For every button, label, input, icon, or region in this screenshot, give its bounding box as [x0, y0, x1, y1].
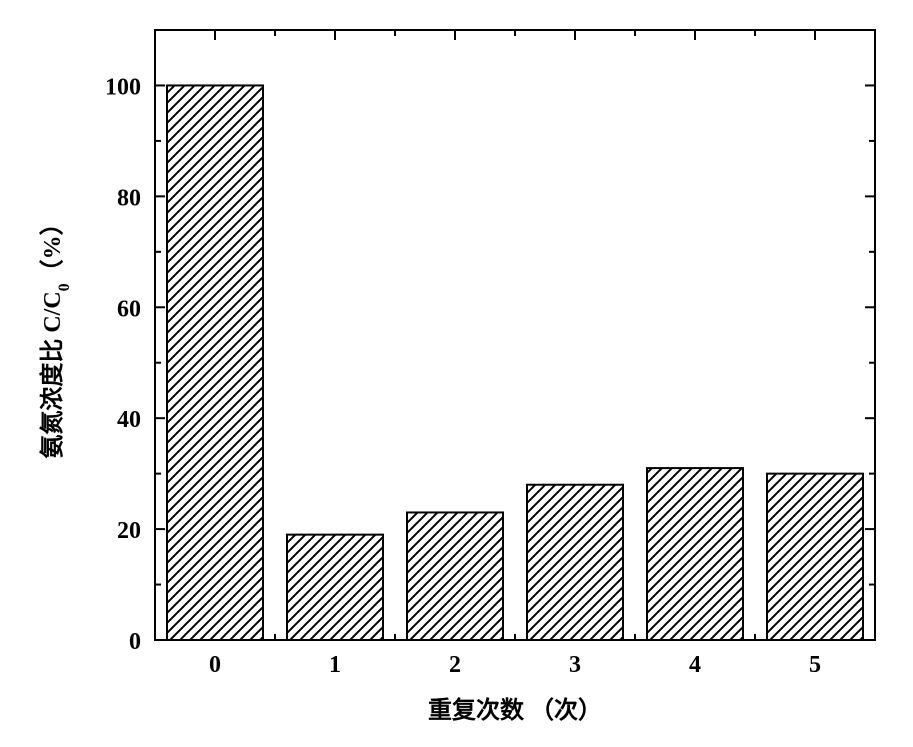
bar [767, 474, 863, 640]
bar-chart: 020406080100012345氨氮浓度比 C/C0（%）重复次数 （次） [0, 0, 913, 747]
x-tick-label: 4 [689, 652, 701, 678]
y-tick-label: 100 [105, 74, 141, 100]
x-axis-label: 重复次数 （次） [428, 697, 602, 724]
bar [287, 535, 383, 640]
x-tick-label: 1 [329, 652, 341, 678]
chart-svg: 020406080100012345氨氮浓度比 C/C0（%）重复次数 （次） [0, 0, 913, 747]
bar [647, 468, 743, 640]
y-tick-label: 20 [117, 518, 141, 544]
y-tick-label: 80 [117, 185, 141, 211]
x-tick-label: 2 [449, 652, 461, 678]
bar [527, 485, 623, 640]
bar [167, 85, 263, 640]
bar [407, 512, 503, 640]
x-tick-label: 0 [209, 652, 221, 678]
y-tick-label: 60 [117, 296, 141, 322]
y-tick-label: 0 [129, 629, 141, 655]
x-tick-label: 3 [569, 652, 581, 678]
x-tick-label: 5 [809, 652, 821, 678]
y-tick-label: 40 [117, 407, 141, 433]
